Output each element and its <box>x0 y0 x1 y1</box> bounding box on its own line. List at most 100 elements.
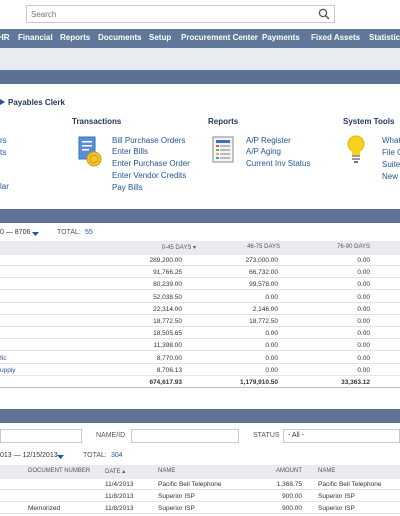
amount-0-45: 8,770.00 <box>156 354 182 362</box>
table-row: 11/4/2013 Pacific Bell Telephone 1,368.75 P… <box>0 479 400 490</box>
table-row: fic 8,770.00 0.00 0.00 <box>0 353 400 364</box>
shortcut-link-2[interactable]: ts <box>0 148 7 157</box>
amount-0-45: 289,200.00 <box>149 257 182 264</box>
link-current-inv-status[interactable]: Current Inv Status <box>246 159 311 168</box>
table-row: 91,766.25 66,732.00 0.00 <box>0 267 400 279</box>
document-number[interactable]: Memorized <box>28 505 61 512</box>
search-icon[interactable] <box>318 8 330 20</box>
vendor-name[interactable]: upply <box>0 366 16 374</box>
col-name[interactable]: NAME <box>158 468 176 474</box>
amount-46-75: 18,772.50 <box>249 318 278 325</box>
vendor-name[interactable]: fic <box>0 354 7 362</box>
collapse-arrow-icon[interactable] <box>0 99 5 105</box>
amount-76-90: 0.00 <box>357 269 370 277</box>
search-input[interactable] <box>27 6 307 22</box>
col-date[interactable]: DATE ▴ <box>105 469 126 475</box>
totals-row: 674,617.93 1,179,910.50 33,363.12 <box>0 377 400 388</box>
page-toolbar <box>0 48 400 70</box>
lightbulb-icon <box>347 135 365 163</box>
amount-76-90: 0.00 <box>357 366 370 374</box>
bills-filter-bar: NAME/ID STATUS - All - <box>0 423 400 449</box>
bill-name-2[interactable]: Superior ISP <box>318 505 355 512</box>
table-row: 52,038.50 0.00 0.00 <box>0 292 400 303</box>
link-whats-new[interactable]: What <box>382 136 400 145</box>
link-enter-purchase-order[interactable]: Enter Purchase Order <box>112 159 190 168</box>
nav-fixed-assets[interactable]: Fixed Assets <box>311 33 361 42</box>
chevron-down-icon[interactable] <box>32 232 39 236</box>
global-search[interactable] <box>26 5 335 23</box>
link-ap-aging[interactable]: A/P Aging <box>246 147 281 156</box>
amount-76-90: 0.00 <box>357 281 370 289</box>
bills-range-bar: 013 — 12/15/2013 TOTAL: 304 <box>0 449 400 463</box>
amount-76-90: 0.00 <box>357 330 370 338</box>
amount-0-45: 91,766.25 <box>153 269 182 277</box>
shortcut-link-1[interactable]: rs <box>0 136 7 145</box>
bills-date-range[interactable]: 013 — 12/15/2013 <box>0 452 58 459</box>
link-ap-register[interactable]: A/P Register <box>246 136 291 145</box>
aging-total-label: TOTAL: <box>57 229 81 236</box>
link-bill-purchase-orders[interactable]: Bill Purchase Orders <box>112 136 186 145</box>
nav-financial[interactable]: Financial <box>18 33 53 42</box>
nav-procurement-center[interactable]: Procurement Center <box>181 33 258 42</box>
aging-filter-bar: 0 — 8706 TOTAL: 55 <box>0 223 400 241</box>
table-row: Memorized 11/8/2013 Superior ISP 900.00 Supe… <box>0 503 400 514</box>
table-row: 80,239.00 99,578.00 0.00 <box>0 279 400 291</box>
link-pay-bills[interactable]: Pay Bills <box>112 183 143 192</box>
link-file-cabinet[interactable]: File C <box>382 148 400 157</box>
chevron-down-icon[interactable] <box>57 455 64 459</box>
link-enter-vendor-credits[interactable]: Enter Vendor Credits <box>112 171 187 180</box>
col-0-45-days[interactable]: 0-45 DAYS ▾ <box>161 245 196 251</box>
nav-documents[interactable]: Documents <box>98 33 142 42</box>
link-enter-bills[interactable]: Enter Bills <box>112 147 149 156</box>
nav-payments[interactable]: Payments <box>262 33 300 42</box>
nav-reports[interactable]: Reports <box>60 33 91 42</box>
amount-46-75: 99,578.00 <box>249 281 278 289</box>
amount-46-75: 0.00 <box>265 293 278 301</box>
system-tools-title: System Tools <box>343 117 395 126</box>
amount-76-90: 0.00 <box>357 318 370 325</box>
bill-name-2[interactable]: Pacific Bell Telephone <box>318 481 382 488</box>
amount-46-75: 0.00 <box>265 366 278 374</box>
role-title: Payables Clerk <box>8 98 65 107</box>
bill-amount: 900.00 <box>282 505 302 512</box>
bill-date: 11/8/2013 <box>105 505 134 512</box>
amount-46-75: 2,146.00 <box>252 305 278 313</box>
name-id-input[interactable] <box>131 429 239 443</box>
link-suite[interactable]: Suite <box>382 160 400 169</box>
amount-0-45: 18,505.65 <box>153 330 182 338</box>
bills-table-body: 11/4/2013 Pacific Bell Telephone 1,368.75 P… <box>0 479 400 516</box>
table-row: upply 8,706.13 0.00 0.00 <box>0 365 400 376</box>
navigation-portlet <box>0 86 400 206</box>
status-select[interactable]: - All - <box>283 429 400 443</box>
amount-76-90: 0.00 <box>357 305 370 313</box>
col-amount[interactable]: AMOUNT <box>276 468 302 474</box>
bills-portlet-header[interactable] <box>0 409 400 423</box>
bill-name[interactable]: Pacific Bell Telephone <box>158 481 222 488</box>
nav-statistics[interactable]: Statistics <box>369 33 400 42</box>
aging-total-value: 55 <box>85 229 93 236</box>
bill-name-2[interactable]: Superior ISP <box>318 493 355 500</box>
col-76-90-days[interactable]: 76-90 DAYS <box>337 244 370 250</box>
link-new[interactable]: New <box>382 172 399 181</box>
shortcut-link-4[interactable]: lar <box>0 182 9 191</box>
amount-76-90: 0.00 <box>357 257 370 264</box>
ap-aging-portlet-header[interactable] <box>0 209 400 223</box>
bill-name[interactable]: Superior ISP <box>158 493 195 500</box>
nav-setup[interactable]: Setup <box>149 33 172 42</box>
aging-filter-value[interactable]: 0 — 8706 <box>0 229 31 236</box>
bill-amount: 1,368.75 <box>276 481 302 488</box>
bill-name[interactable]: Superior ISP <box>158 505 195 512</box>
table-row: 11,398.00 0.00 0.00 <box>0 340 400 352</box>
navigation-portlet-header[interactable] <box>0 70 400 84</box>
amount-0-45: 52,038.50 <box>153 293 182 301</box>
amount-46-75: 0.00 <box>265 342 278 350</box>
status-label: STATUS <box>253 432 280 439</box>
col-46-75-days[interactable]: 46-75 DAYS <box>247 244 280 250</box>
bills-search-field[interactable] <box>0 429 82 443</box>
nav-hr[interactable]: HR <box>0 33 10 42</box>
col-name-2[interactable]: NAME <box>318 468 336 474</box>
col-document-number[interactable]: DOCUMENT NUMBER <box>28 468 91 474</box>
aging-table-header: 0-45 DAYS ▾ 46-75 DAYS 76-90 DAYS <box>0 241 400 255</box>
top-bar <box>0 0 400 29</box>
table-row: 18,505.65 0.00 0.00 <box>0 328 400 340</box>
